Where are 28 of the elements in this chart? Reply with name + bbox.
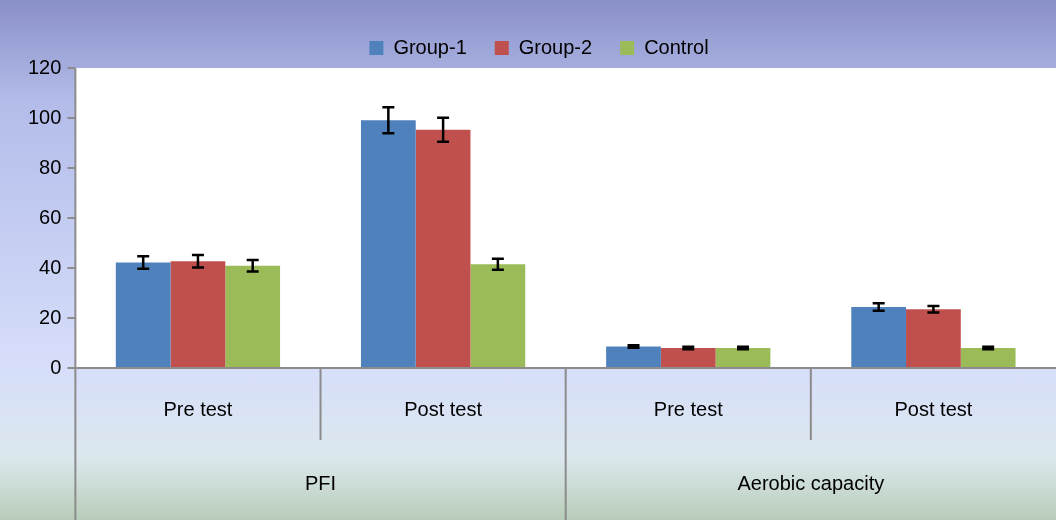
y-tick-label: 0 — [50, 355, 62, 378]
bar — [715, 348, 771, 367]
bar — [960, 348, 1016, 367]
x-tick-label: Post test — [894, 397, 973, 420]
x-tick-label: Pre test — [653, 397, 724, 420]
legend-label: Group-1 — [393, 35, 467, 58]
bar — [906, 309, 961, 367]
bar — [660, 348, 716, 367]
legend-label: Control — [644, 35, 709, 58]
y-tick-label: 40 — [39, 255, 62, 278]
bar — [360, 120, 416, 367]
bar — [851, 307, 907, 367]
bar — [115, 262, 171, 367]
bar — [225, 265, 281, 367]
x-tick-label: Pre test — [163, 397, 233, 420]
y-tick-label: 100 — [27, 105, 62, 128]
text: PFI — [304, 471, 337, 494]
bar — [606, 346, 661, 367]
bar — [470, 264, 526, 367]
y-tick-label: 60 — [39, 205, 62, 228]
text: Aerobic capacity — [737, 471, 885, 494]
y-tick-label: 120 — [27, 55, 62, 78]
x-tick-label: Post test — [404, 397, 483, 420]
bar — [415, 129, 471, 367]
bar — [170, 261, 226, 367]
y-tick-label: 20 — [39, 305, 62, 328]
legend-label: Group-2 — [518, 35, 593, 58]
y-tick-label: 80 — [39, 155, 62, 178]
